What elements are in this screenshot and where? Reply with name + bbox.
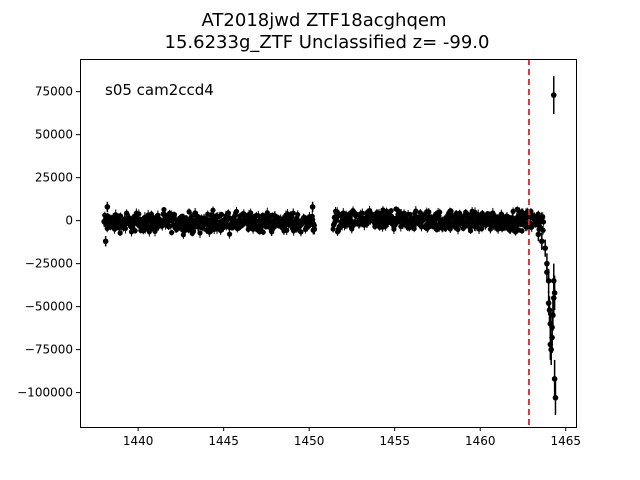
data-point xyxy=(161,206,167,213)
x-tick-label: 1460 xyxy=(465,434,496,448)
data-point xyxy=(550,92,557,98)
data-point xyxy=(171,212,178,218)
data-point xyxy=(545,300,552,306)
data-point xyxy=(264,210,270,216)
y-tick-label: −100000 xyxy=(17,386,73,400)
y-tick-label: 50000 xyxy=(35,128,73,142)
data-point xyxy=(284,227,290,233)
x-tick-label: 1450 xyxy=(294,434,325,448)
data-point xyxy=(102,238,109,245)
y-axis: 75000 50000 25000 0 −25000 −50000 −75000 −10000… xyxy=(17,85,80,400)
data-point xyxy=(529,224,535,230)
data-point xyxy=(413,208,419,214)
x-tick-label: 1465 xyxy=(550,434,581,448)
data-point xyxy=(540,219,547,225)
data-point xyxy=(548,346,554,353)
data-point xyxy=(136,211,142,217)
data-point xyxy=(519,228,525,234)
x-tick-label: 1455 xyxy=(379,434,410,448)
y-tick-label: 75000 xyxy=(35,85,73,99)
data-point xyxy=(550,312,556,319)
data-point xyxy=(535,231,542,238)
data-point xyxy=(359,210,365,216)
data-point xyxy=(510,208,516,214)
data-point xyxy=(104,204,111,210)
data-point xyxy=(540,214,546,220)
data-point xyxy=(227,231,233,237)
data-point xyxy=(182,228,188,234)
axes-frame xyxy=(80,59,577,428)
data-point xyxy=(437,209,443,215)
data-point xyxy=(426,209,432,215)
data-point xyxy=(311,226,318,233)
data-point xyxy=(298,229,304,235)
data-point xyxy=(552,394,559,401)
data-point xyxy=(218,211,225,218)
data-point xyxy=(418,224,425,230)
y-tick-label: 0 xyxy=(65,214,73,228)
data-point xyxy=(551,376,558,382)
data-point xyxy=(550,278,557,284)
data-point xyxy=(549,324,555,331)
data-point xyxy=(233,208,240,215)
y-tick-label: −50000 xyxy=(25,300,73,314)
chart-title-line1: AT2018jwd ZTF18acghqem xyxy=(202,10,447,31)
ccd-annotation: s05 cam2ccd4 xyxy=(105,81,214,99)
data-point xyxy=(290,210,296,216)
data-point xyxy=(467,228,474,234)
data-point xyxy=(388,208,394,214)
data-point xyxy=(186,209,192,215)
data-point xyxy=(132,228,138,234)
data-point xyxy=(542,245,549,251)
data-point xyxy=(540,227,546,233)
data-point xyxy=(210,207,216,213)
x-axis: 1440 1445 1450 1455 1460 1465 xyxy=(123,427,581,448)
data-point xyxy=(545,278,552,284)
data-point xyxy=(260,229,266,235)
data-point xyxy=(295,212,301,218)
data-point xyxy=(117,213,124,219)
data-point xyxy=(197,230,203,236)
data-point xyxy=(538,238,545,245)
data-point xyxy=(309,204,316,210)
data-point xyxy=(411,225,417,232)
data-point xyxy=(169,229,175,236)
chart-title-line2: 15.6233g_ZTF Unclassified z= -99.0 xyxy=(165,32,490,53)
data-point xyxy=(455,226,461,232)
x-tick-label: 1445 xyxy=(208,434,239,448)
y-tick-label: −25000 xyxy=(25,257,73,271)
y-tick-label: −75000 xyxy=(25,343,73,357)
x-tick-label: 1440 xyxy=(123,434,154,448)
data-point xyxy=(551,290,558,296)
y-tick-label: 25000 xyxy=(35,171,73,185)
data-point xyxy=(117,230,123,236)
plot-area xyxy=(101,59,559,427)
